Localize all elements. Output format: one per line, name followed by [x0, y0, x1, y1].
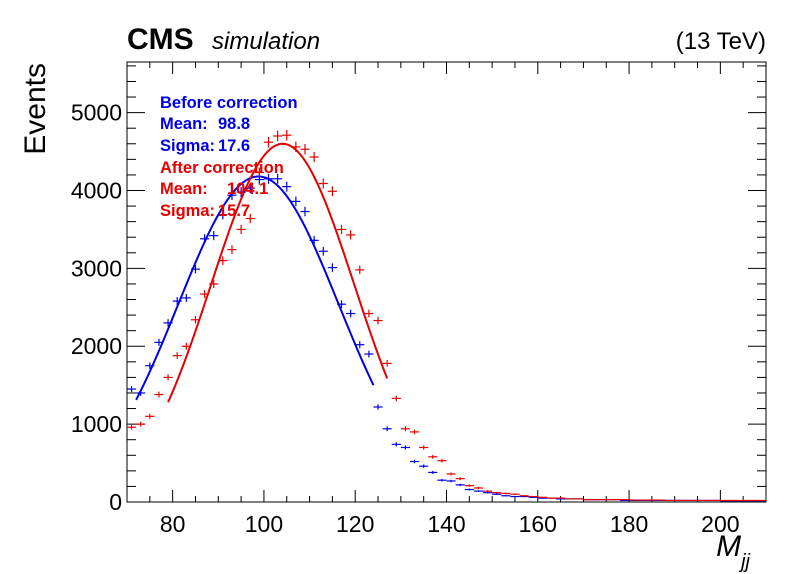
fit-curve-after — [167, 142, 389, 403]
data-points — [127, 129, 766, 502]
axis-ticks — [126, 62, 767, 503]
before-mean: Mean: 98.8 — [160, 115, 250, 133]
axis-tick-labels: 80 100 120 140 160 180 20001000200030004000500… — [71, 100, 740, 537]
after-title: After correction — [160, 159, 284, 177]
before-mean-value: 98.8 — [218, 115, 250, 133]
after-mean-value: 104.1 — [227, 180, 268, 198]
x-tick-label: 80 — [160, 511, 186, 537]
x-tick-label: 200 — [701, 511, 739, 537]
after-sigma-label: Sigma: — [160, 202, 215, 220]
series-before-points — [127, 173, 766, 502]
fit-curves — [135, 142, 389, 403]
x-tick-label: 180 — [610, 511, 648, 537]
x-axis-title-main: M — [716, 530, 741, 563]
x-tick-label: 120 — [336, 511, 374, 537]
after-sigma-value: 15.7 — [218, 202, 250, 220]
status-label: simulation — [212, 28, 320, 55]
y-tick-label: 0 — [109, 489, 122, 515]
after-mean-label: Mean: — [160, 180, 208, 198]
before-mean-label: Mean: — [160, 115, 208, 133]
after-mean: Mean: 104.1 — [160, 180, 268, 198]
x-axis-title: Mjj — [716, 530, 750, 573]
y-tick-label: 4000 — [71, 177, 122, 203]
x-tick-label: 100 — [245, 511, 283, 537]
experiment-label: CMS — [127, 23, 194, 56]
before-sigma: Sigma: 17.6 — [160, 137, 250, 155]
stats-box: Before correction Mean: 98.8 Sigma: 17.6 A… — [160, 94, 298, 220]
fit-curve-before — [135, 175, 375, 401]
x-axis-title-sub: jj — [738, 551, 750, 573]
before-title: Before correction — [160, 94, 298, 112]
before-sigma-label: Sigma: — [160, 137, 215, 155]
y-tick-label: 5000 — [71, 100, 122, 126]
series-after-points — [127, 129, 766, 502]
x-tick-label: 160 — [519, 511, 557, 537]
y-tick-label: 2000 — [71, 333, 122, 359]
before-sigma-value: 17.6 — [218, 137, 250, 155]
y-tick-label: 3000 — [71, 255, 122, 281]
energy-label: (13 TeV) — [676, 28, 766, 55]
x-tick-label: 140 — [427, 511, 465, 537]
y-axis-title: Events — [19, 63, 52, 155]
y-tick-label: 1000 — [71, 411, 122, 437]
after-sigma: Sigma: 15.7 — [160, 202, 250, 220]
